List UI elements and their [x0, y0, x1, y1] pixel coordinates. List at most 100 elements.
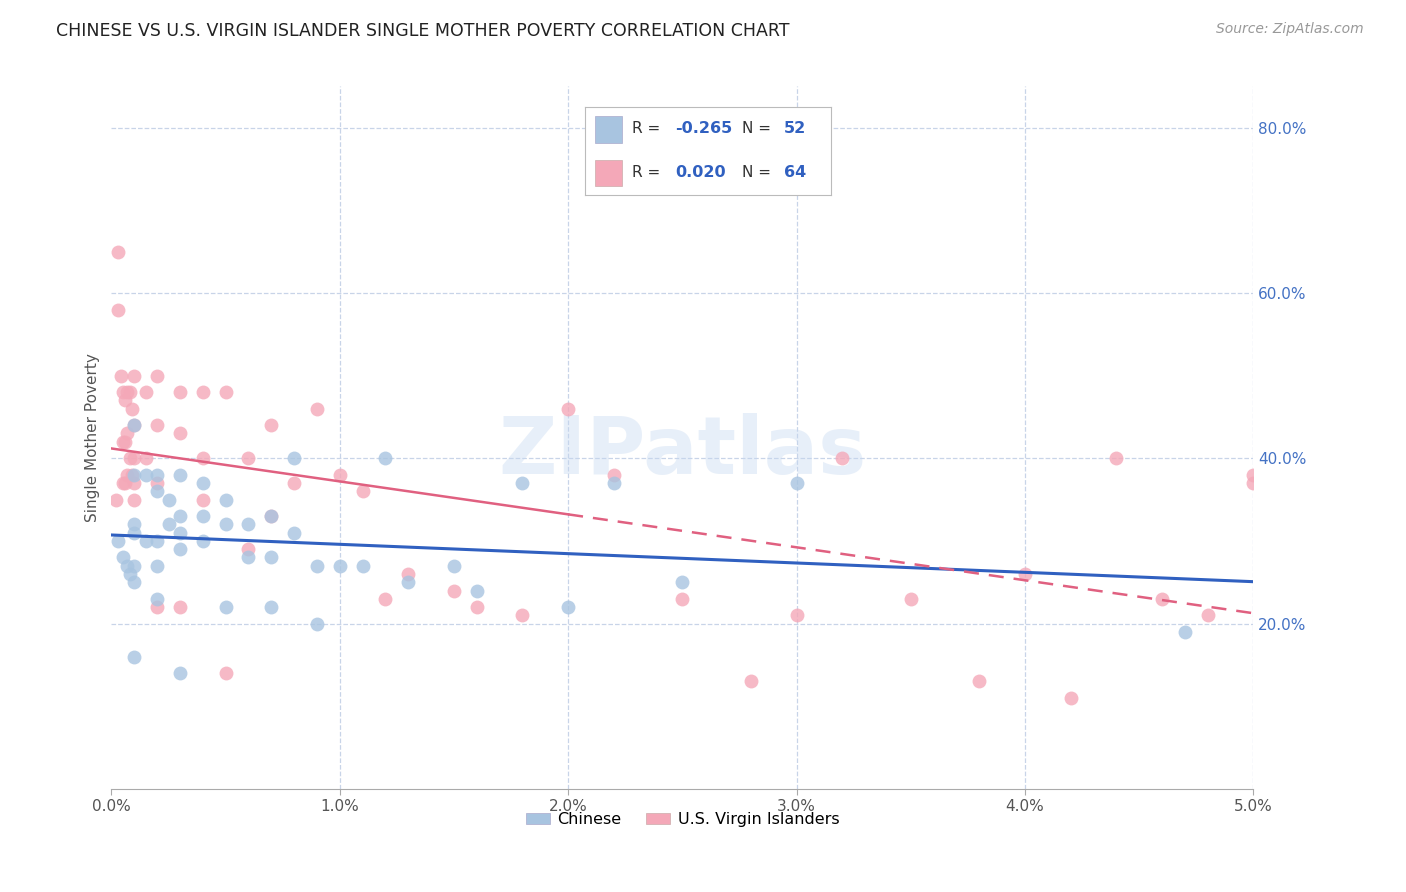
- Point: [122, 451, 145, 466]
- Point: [465, 583, 488, 598]
- Point: [191, 509, 214, 524]
- Point: [111, 434, 134, 449]
- Point: [283, 525, 305, 540]
- Point: [118, 566, 141, 581]
- Point: [260, 600, 283, 615]
- Point: [557, 401, 579, 416]
- Point: [122, 418, 145, 433]
- Point: [169, 426, 191, 441]
- Point: [135, 467, 157, 482]
- Point: [352, 558, 374, 573]
- Point: [1150, 591, 1173, 606]
- Point: [122, 517, 145, 532]
- Point: [260, 509, 283, 524]
- Point: [135, 451, 157, 466]
- Point: [396, 575, 419, 590]
- Point: [118, 385, 141, 400]
- Point: [107, 533, 129, 548]
- Point: [1241, 467, 1264, 482]
- Point: [305, 558, 328, 573]
- Point: [786, 476, 808, 491]
- Point: [122, 649, 145, 664]
- Point: [117, 426, 139, 441]
- Point: [396, 566, 419, 581]
- Point: [603, 467, 626, 482]
- Point: [512, 608, 534, 623]
- Point: [146, 591, 169, 606]
- Point: [122, 492, 145, 507]
- Point: [900, 591, 922, 606]
- Point: [603, 476, 626, 491]
- Point: [238, 550, 260, 565]
- Point: [671, 575, 693, 590]
- Point: [786, 608, 808, 623]
- Point: [831, 451, 853, 466]
- Point: [146, 467, 169, 482]
- Point: [443, 558, 465, 573]
- Point: [121, 401, 143, 416]
- Point: [305, 616, 328, 631]
- Point: [1241, 476, 1264, 491]
- Point: [111, 550, 134, 565]
- Point: [740, 674, 762, 689]
- Point: [671, 591, 693, 606]
- Point: [146, 476, 169, 491]
- Point: [146, 558, 169, 573]
- Point: [146, 368, 169, 383]
- Point: [1174, 624, 1197, 639]
- Point: [122, 476, 145, 491]
- Point: [169, 666, 191, 681]
- Point: [169, 600, 191, 615]
- Point: [107, 244, 129, 259]
- Point: [117, 467, 139, 482]
- Point: [238, 542, 260, 557]
- Point: [557, 600, 579, 615]
- Point: [114, 476, 136, 491]
- Point: [114, 434, 136, 449]
- Point: [107, 302, 129, 317]
- Point: [122, 558, 145, 573]
- Point: [214, 517, 236, 532]
- Text: ZIPatlas: ZIPatlas: [498, 413, 866, 491]
- Point: [1059, 690, 1081, 705]
- Point: [1105, 451, 1128, 466]
- Point: [169, 525, 191, 540]
- Point: [305, 401, 328, 416]
- Point: [117, 558, 139, 573]
- Point: [135, 533, 157, 548]
- Point: [122, 368, 145, 383]
- Point: [352, 484, 374, 499]
- Point: [260, 418, 283, 433]
- Point: [122, 575, 145, 590]
- Point: [157, 492, 180, 507]
- Point: [169, 467, 191, 482]
- Point: [191, 492, 214, 507]
- Point: [121, 467, 143, 482]
- Point: [135, 385, 157, 400]
- Point: [146, 600, 169, 615]
- Text: Source: ZipAtlas.com: Source: ZipAtlas.com: [1216, 22, 1364, 37]
- Point: [114, 393, 136, 408]
- Point: [146, 533, 169, 548]
- Point: [214, 385, 236, 400]
- Point: [146, 418, 169, 433]
- Y-axis label: Single Mother Poverty: Single Mother Poverty: [86, 353, 100, 522]
- Point: [169, 385, 191, 400]
- Point: [191, 533, 214, 548]
- Point: [374, 451, 396, 466]
- Point: [122, 467, 145, 482]
- Point: [191, 451, 214, 466]
- Point: [374, 591, 396, 606]
- Point: [443, 583, 465, 598]
- Point: [512, 476, 534, 491]
- Legend: Chinese, U.S. Virgin Islanders: Chinese, U.S. Virgin Islanders: [519, 805, 845, 834]
- Point: [169, 509, 191, 524]
- Point: [214, 666, 236, 681]
- Point: [110, 368, 132, 383]
- Point: [1197, 608, 1219, 623]
- Point: [191, 476, 214, 491]
- Point: [260, 550, 283, 565]
- Point: [122, 525, 145, 540]
- Point: [122, 418, 145, 433]
- Point: [1014, 566, 1036, 581]
